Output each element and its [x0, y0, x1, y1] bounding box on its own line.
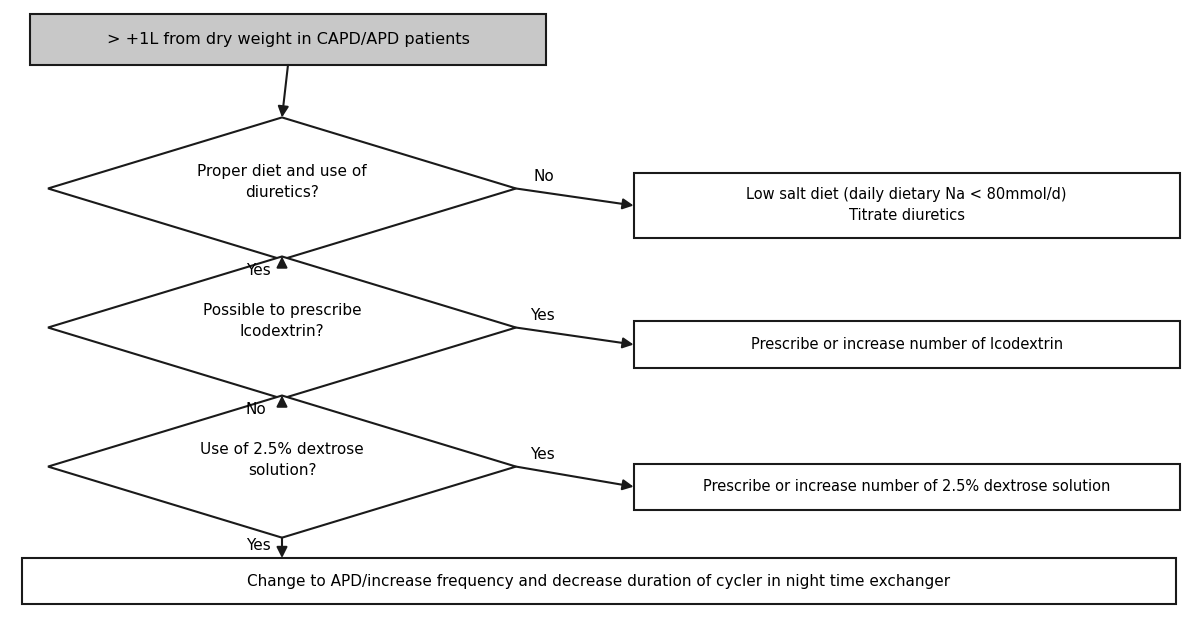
Text: Yes: Yes: [246, 538, 271, 552]
Text: Yes: Yes: [529, 308, 554, 323]
Text: Yes: Yes: [529, 447, 554, 462]
Bar: [30, 14, 546, 65]
Polygon shape: [48, 396, 516, 538]
Text: Use of 2.5% dextrose
solution?: Use of 2.5% dextrose solution?: [200, 442, 364, 478]
Text: No: No: [534, 169, 554, 184]
Bar: [634, 321, 1180, 368]
Bar: [634, 464, 1180, 510]
Polygon shape: [48, 256, 516, 399]
Text: > +1L from dry weight in CAPD/APD patients: > +1L from dry weight in CAPD/APD patien…: [107, 32, 469, 47]
Bar: [634, 173, 1180, 238]
Text: Prescribe or increase number of 2.5% dextrose solution: Prescribe or increase number of 2.5% dex…: [703, 479, 1110, 494]
Text: No: No: [246, 402, 266, 417]
Text: Yes: Yes: [246, 263, 271, 277]
Text: Prescribe or increase number of Icodextrin: Prescribe or increase number of Icodextr…: [750, 337, 1063, 352]
Polygon shape: [48, 117, 516, 260]
Text: Change to APD/increase frequency and decrease duration of cycler in night time e: Change to APD/increase frequency and dec…: [247, 574, 950, 589]
Text: Low salt diet (daily dietary Na < 80mmol/d)
Titrate diuretics: Low salt diet (daily dietary Na < 80mmol…: [746, 187, 1067, 224]
Text: Possible to prescribe
Icodextrin?: Possible to prescribe Icodextrin?: [203, 303, 361, 339]
Bar: [22, 558, 1176, 604]
Text: Proper diet and use of
diuretics?: Proper diet and use of diuretics?: [197, 164, 367, 200]
